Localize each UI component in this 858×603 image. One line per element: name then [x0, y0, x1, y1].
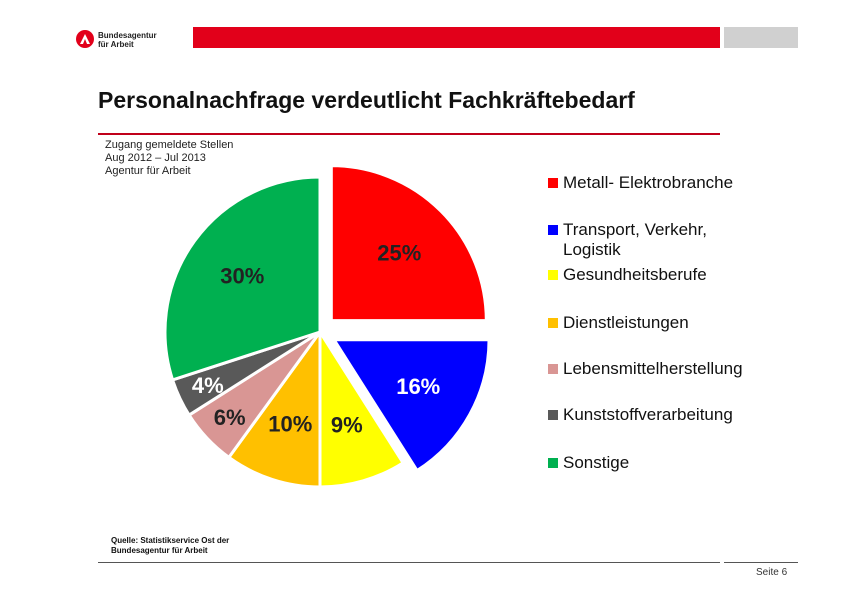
- legend-label: Kunststoffverarbeitung: [563, 405, 733, 424]
- legend-item: Dienstleistungen: [548, 313, 689, 333]
- legend-item: Metall- Elektrobranche: [548, 173, 733, 193]
- legend-swatch: [548, 458, 558, 468]
- legend-item: Gesundheitsberufe: [548, 265, 707, 285]
- legend-swatch: [548, 318, 558, 328]
- slice-label: 16%: [396, 374, 440, 399]
- legend-swatch: [548, 364, 558, 374]
- legend-swatch: [548, 410, 558, 420]
- pie-slice-7: [163, 175, 322, 382]
- legend-item: Kunststoffverarbeitung: [548, 405, 733, 425]
- chart-subtitle: Zugang gemeldete Stellen Aug 2012 – Jul 2…: [105, 139, 234, 177]
- footer-divider: [98, 562, 720, 563]
- legend-item: Lebensmittelherstellung: [548, 359, 743, 379]
- slice-label: 6%: [214, 405, 246, 430]
- slice-label: 4%: [192, 373, 224, 398]
- legend-item: Transport, Verkehr, Logistik: [548, 220, 743, 260]
- page-title: Personalnachfrage verdeutlicht Fachkräft…: [98, 87, 635, 113]
- title-divider: [98, 133, 720, 135]
- legend-swatch: [548, 270, 558, 280]
- slice-label: 10%: [268, 411, 312, 436]
- pie-slice-3: [318, 326, 406, 489]
- header-gray-bar: [724, 27, 798, 48]
- pie-slice-1: [329, 164, 488, 323]
- slice-label: 25%: [377, 241, 421, 266]
- slice-label: 30%: [220, 264, 264, 289]
- legend-label: Lebensmittelherstellung: [563, 359, 743, 378]
- slice-label: 9%: [331, 412, 363, 437]
- footer-divider-right: [724, 562, 798, 563]
- pie-slice-2: [331, 338, 491, 473]
- header-red-bar: [193, 27, 720, 48]
- legend-label: Dienstleistungen: [563, 313, 689, 332]
- legend-swatch: [548, 225, 558, 235]
- legend-label: Sonstige: [563, 453, 630, 472]
- source-note: Quelle: Statistikservice Ost der Bundesag…: [111, 536, 230, 555]
- legend-label: Transport, Verkehr, Logistik: [563, 220, 707, 259]
- page-number: Seite 6: [756, 567, 788, 578]
- legend-item: Sonstige: [548, 453, 629, 473]
- logo-text: Bundesagentur für Arbeit: [98, 31, 157, 49]
- legend-label: Metall- Elektrobranche: [563, 173, 734, 192]
- legend-label: Gesundheitsberufe: [563, 265, 707, 284]
- bundesagentur-logo-icon: [76, 30, 94, 48]
- legend-swatch: [548, 178, 558, 188]
- pie-slice-4: [226, 327, 322, 489]
